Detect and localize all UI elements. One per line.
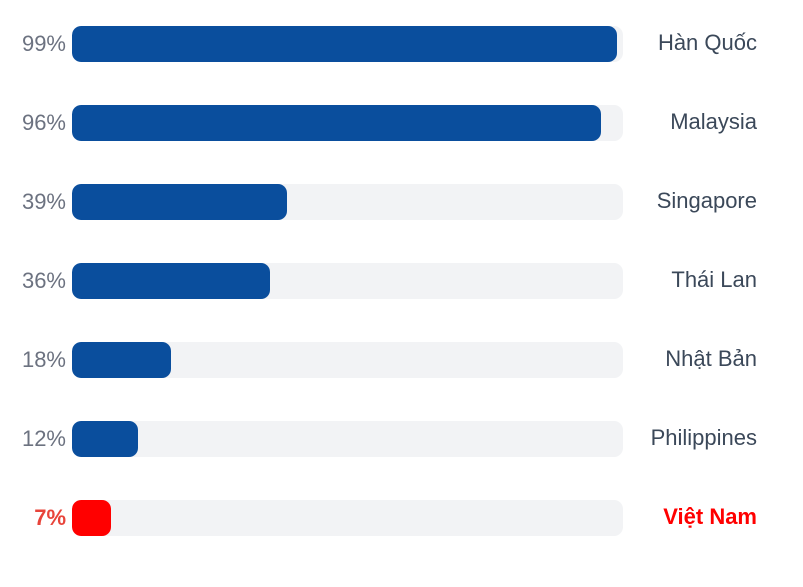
bar-track (72, 341, 623, 378)
category-label: Malaysia (670, 109, 757, 135)
chart-row: 12% Philippines (0, 399, 803, 478)
chart-row: 96% Malaysia (0, 83, 803, 162)
chart-row: 18% Nhật Bản (0, 320, 803, 399)
value-label: 39% (21, 188, 66, 214)
category-label: Thái Lan (671, 267, 757, 293)
bar (72, 341, 172, 378)
bar-track (72, 499, 623, 536)
value-label: 7% (34, 504, 66, 530)
bar (72, 25, 618, 62)
bar (72, 499, 111, 536)
chart-row: 99% Hàn Quốc (0, 4, 803, 83)
value-label: 96% (21, 109, 66, 135)
chart-row: 7% Việt Nam (0, 478, 803, 557)
value-label: 36% (21, 267, 66, 293)
category-label: Nhật Bản (665, 346, 757, 372)
chart-row: 36% Thái Lan (0, 241, 803, 320)
chart-row: 39% Singapore (0, 162, 803, 241)
bar-track (72, 262, 623, 299)
chart-rows: 99% Hàn Quốc 96% Malaysia 39% Singapore … (0, 4, 803, 557)
category-label: Hàn Quốc (657, 30, 757, 56)
horizontal-bar-chart: 99% Hàn Quốc 96% Malaysia 39% Singapore … (0, 4, 803, 557)
bar (72, 104, 601, 141)
category-label: Philippines (650, 425, 757, 451)
bar-track (72, 25, 623, 62)
bar (72, 262, 271, 299)
bar-track (72, 104, 623, 141)
category-label: Singapore (656, 188, 757, 214)
value-label: 18% (21, 346, 66, 372)
bar (72, 420, 139, 457)
category-label: Việt Nam (663, 504, 757, 530)
bar (72, 183, 287, 220)
value-label: 99% (21, 30, 66, 56)
bar-track (72, 183, 623, 220)
value-label: 12% (21, 425, 66, 451)
bar-track (72, 420, 623, 457)
